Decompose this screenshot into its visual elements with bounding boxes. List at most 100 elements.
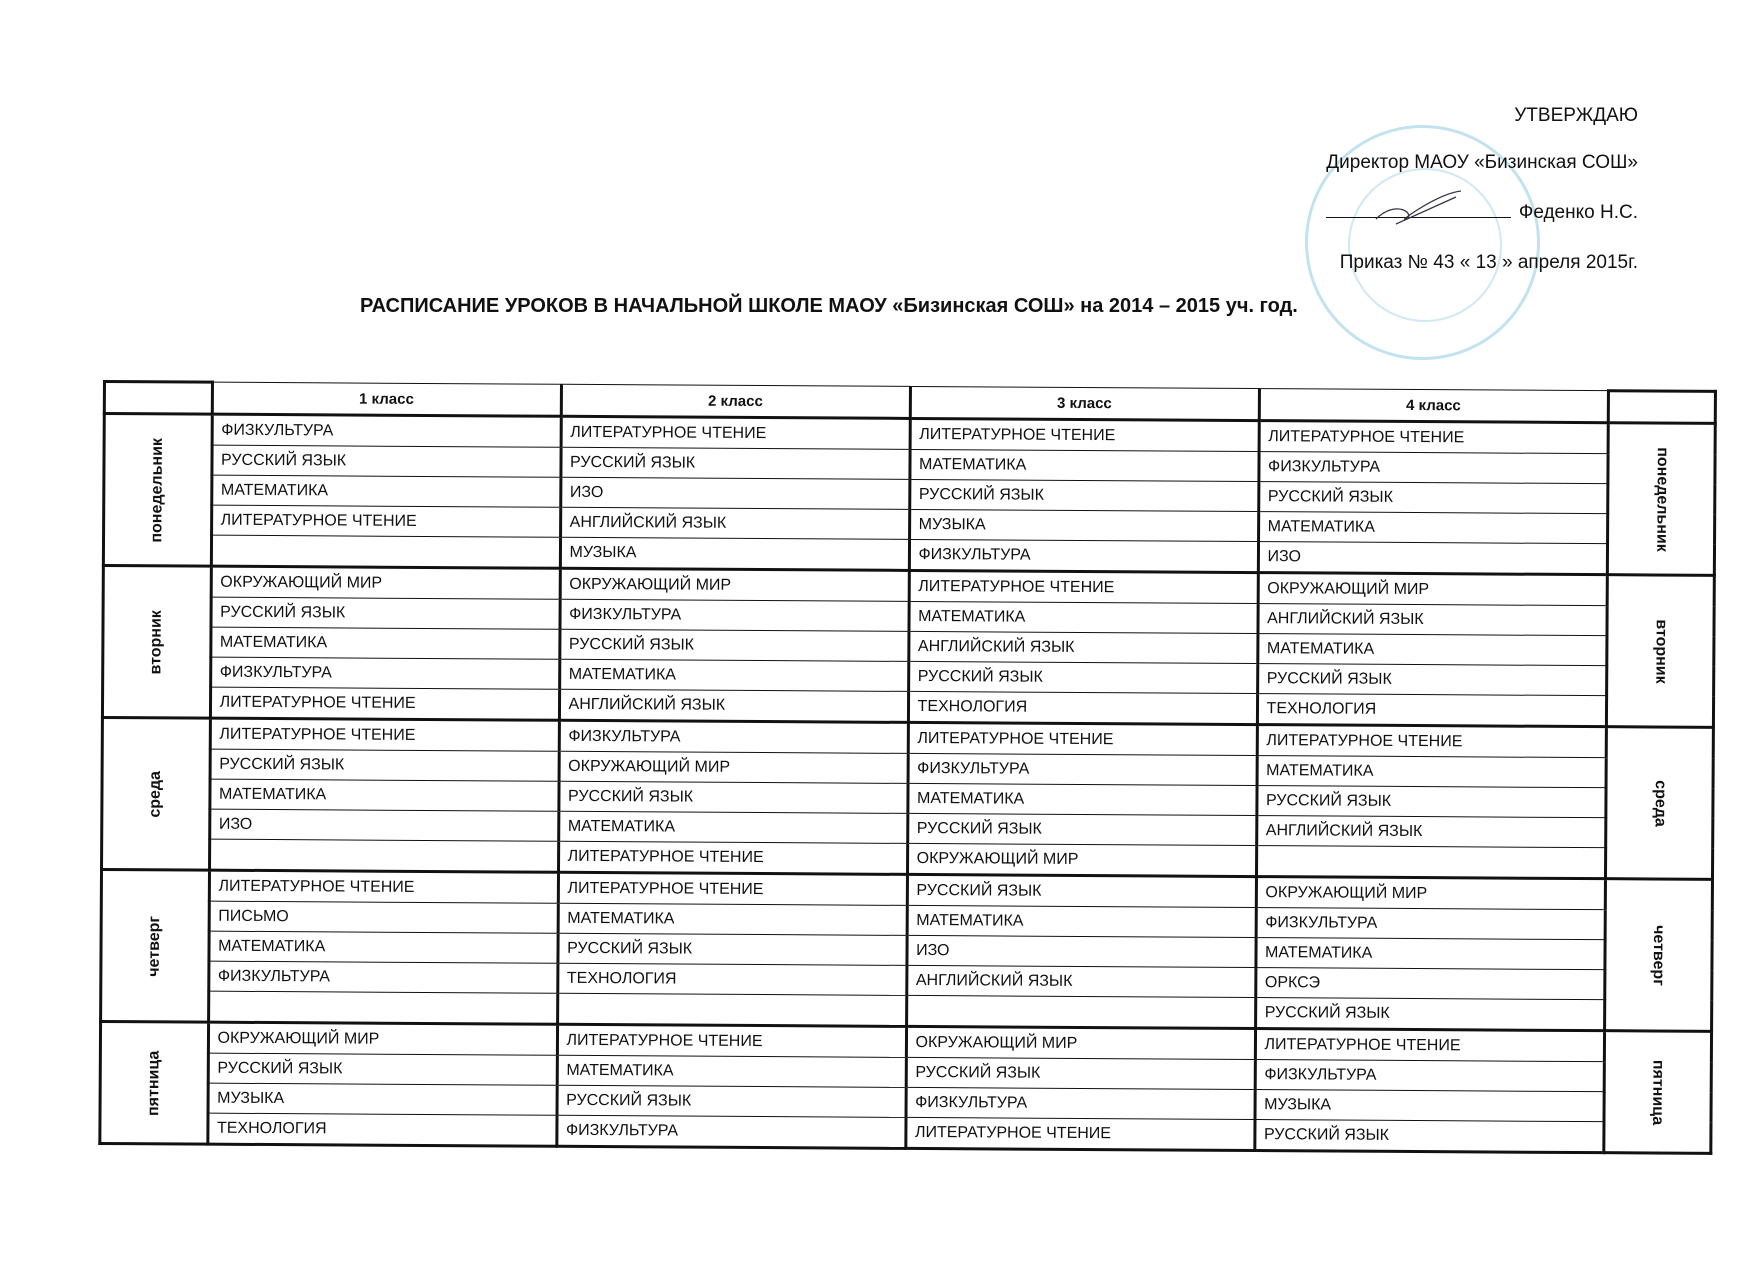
lesson-cell: ФИЗКУЛЬТУРА [1254, 1059, 1604, 1092]
lesson-cell: РУССКИЙ ЯЗЫК [559, 629, 909, 662]
lesson-cell: ЛИТЕРАТУРНОЕ ЧТЕНИЕ [557, 872, 908, 906]
lesson-cell: ЛИТЕРАТУРНОЕ ЧТЕНИЕ [209, 687, 560, 721]
day-label-left: вторник [102, 565, 211, 719]
lesson-cell: МАТЕМАТИКА [908, 601, 1258, 634]
lesson-cell: ОКРУЖАЮЩИЙ МИР [558, 751, 908, 784]
lesson-cell: РУССКИЙ ЯЗЫК [908, 661, 1258, 694]
lesson-cell: МАТЕМАТИКА [210, 627, 560, 660]
lesson-cell: МУЗЫКА [207, 1083, 557, 1116]
lesson-cell: ЛИТЕРАТУРНОЕ ЧТЕНИЕ [907, 722, 1257, 756]
day-label-left: среда [101, 717, 210, 871]
lesson-cell: ИЗО [209, 809, 559, 842]
lesson-cell: РУССКИЙ ЯЗЫК [907, 813, 1257, 846]
lesson-cell: ЛИТЕРАТУРНОЕ ЧТЕНИЕ [208, 870, 559, 904]
lesson-cell: ЛИТЕРАТУРНОЕ ЧТЕНИЕ [211, 505, 561, 538]
day-label-left: понедельник [103, 413, 212, 567]
class-header: 1 класс [211, 382, 562, 417]
lesson-cell: МАТЕМАТИКА [211, 475, 561, 508]
lesson-cell: АНГЛИЙСКИЙ ЯЗЫК [1257, 603, 1607, 636]
day-name: среда [146, 770, 164, 818]
lesson-cell: МУЗЫКА [909, 509, 1259, 542]
day-name: вторник [1652, 618, 1670, 684]
day-label-right: вторник [1605, 574, 1715, 728]
lesson-cell: РУССКИЙ ЯЗЫК [1254, 1119, 1604, 1153]
lesson-cell: МУЗЫКА [1254, 1089, 1604, 1122]
lesson-cell: МАТЕМАТИКА [1258, 511, 1608, 544]
lesson-cell: РУССКИЙ ЯЗЫК [556, 1085, 906, 1118]
day-label-right: четверг [1604, 878, 1713, 1032]
corner-cell-right [1607, 390, 1716, 424]
lesson-cell: МАТЕМАТИКА [556, 1055, 906, 1088]
class-header: 3 класс [909, 386, 1260, 421]
lesson-cell [1256, 845, 1606, 879]
lesson-cell: ЛИТЕРАТУРНОЕ ЧТЕНИЕ [556, 1024, 907, 1058]
day-label-right: понедельник [1606, 422, 1716, 576]
lesson-cell [208, 991, 558, 1025]
lesson-cell: АНГЛИЙСКИЙ ЯЗЫК [906, 965, 1256, 998]
lesson-cell: ИЗО [906, 935, 1256, 968]
document-title: РАСПИСАНИЕ УРОКОВ В НАЧАЛЬНОЙ ШКОЛЕ МАОУ… [360, 295, 1298, 317]
lesson-cell [906, 995, 1256, 1029]
lesson-cell: РУССКИЙ ЯЗЫК [1255, 997, 1605, 1031]
day-name: понедельник [1652, 446, 1671, 552]
lesson-cell: ЛИТЕРАТУРНОЕ ЧТЕНИЕ [1254, 1028, 1605, 1062]
lesson-cell: РУССКИЙ ЯЗЫК [210, 597, 560, 630]
lesson-cell: РУССКИЙ ЯЗЫК [1257, 663, 1607, 696]
lesson-cell: ФИЗКУЛЬТУРА [559, 599, 909, 632]
lesson-cell: МАТЕМАТИКА [1255, 937, 1605, 970]
day-name: четверг [145, 915, 164, 977]
lesson-cell: МАТЕМАТИКА [907, 783, 1257, 816]
lesson-cell: ЛИТЕРАТУРНОЕ ЧТЕНИЕ [909, 418, 1259, 452]
lesson-cell: РУССКИЙ ЯЗЫК [211, 445, 561, 478]
lesson-cell: ФИЗКУЛЬТУРА [905, 1087, 1255, 1120]
lesson-cell: РУССКИЙ ЯЗЫК [557, 933, 907, 966]
lesson-cell: ОКРУЖАЮЩИЙ МИР [559, 568, 909, 602]
director-name: Феденко Н.С. [1518, 202, 1638, 223]
lesson-cell: МАТЕМАТИКА [906, 905, 1256, 938]
lesson-cell: АНГЛИЙСКИЙ ЯЗЫК [558, 689, 909, 723]
lesson-cell: ОКРУЖАЮЩИЙ МИР [210, 566, 560, 600]
lesson-cell: РУССКИЙ ЯЗЫК [906, 874, 1257, 908]
lesson-cell: ЛИТЕРАТУРНОЕ ЧТЕНИЕ [1256, 724, 1606, 758]
lesson-cell: ОКРУЖАЮЩИЙ МИР [1255, 876, 1606, 910]
lesson-cell [210, 535, 561, 569]
signature-line: Феденко Н.С. [1325, 190, 1638, 225]
lesson-cell: ЛИТЕРАТУРНОЕ ЧТЕНИЕ [209, 718, 559, 752]
lesson-cell: МАТЕМАТИКА [909, 449, 1259, 482]
lesson-cell: МАТЕМАТИКА [1257, 633, 1607, 666]
day-name: понедельник [148, 437, 166, 543]
lesson-cell: ФИЗКУЛЬТУРА [210, 657, 560, 690]
director-line: Директор МАОУ «Бизинская СОШ» [1326, 152, 1638, 173]
lesson-cell: МАТЕМАТИКА [1256, 755, 1606, 788]
day-label-left: четверг [100, 869, 210, 1023]
lesson-cell: МАТЕМАТИКА [209, 779, 559, 812]
lesson-cell: ИЗО [1257, 541, 1608, 575]
lesson-cell: ФИЗКУЛЬТУРА [558, 720, 908, 754]
lesson-cell: ФИЗКУЛЬТУРА [907, 753, 1257, 786]
lesson-cell: ФИЗКУЛЬТУРА [211, 414, 561, 448]
lesson-cell: РУССКИЙ ЯЗЫК [209, 749, 559, 782]
lesson-cell: АНГЛИЙСКИЙ ЯЗЫК [1256, 815, 1606, 848]
lesson-cell: ЛИТЕРАТУРНОЕ ЧТЕНИЕ [560, 416, 910, 450]
corner-cell [104, 381, 213, 415]
lesson-cell: ТЕХНОЛОГИЯ [557, 963, 907, 996]
day-name: пятница [144, 1050, 163, 1116]
schedule-table: 1 класс 2 класс 3 класс 4 класс понедельник… [98, 380, 1717, 1155]
lesson-cell [209, 839, 559, 873]
lesson-cell: ОКРУЖАЮЩИЙ МИР [1257, 572, 1607, 606]
lesson-cell: ОКРУЖАЮЩИЙ МИР [907, 843, 1257, 877]
class-header: 2 класс [560, 384, 911, 419]
day-label-right: пятница [1603, 1030, 1712, 1154]
lesson-cell: ЛИТЕРАТУРНОЕ ЧТЕНИЕ [908, 570, 1258, 604]
lesson-cell: ТЕХНОЛОГИЯ [207, 1113, 557, 1147]
order-line: Приказ № 43 « 13 » апреля 2015г. [1339, 252, 1638, 273]
lesson-cell: МАТЕМАТИКА [559, 659, 909, 692]
approve-heading: УТВЕРЖДАЮ [1514, 105, 1638, 126]
lesson-cell [557, 993, 907, 1027]
lesson-cell: ЛИТЕРАТУРНОЕ ЧТЕНИЕ [1258, 420, 1608, 454]
lesson-cell: РУССКИЙ ЯЗЫК [560, 447, 910, 480]
lesson-cell: ОКРУЖАЮЩИЙ МИР [905, 1026, 1256, 1060]
signature-underline [1325, 190, 1511, 225]
lesson-cell: АНГЛИЙСКИЙ ЯЗЫК [560, 507, 910, 540]
lesson-cell: РУССКИЙ ЯЗЫК [558, 781, 908, 814]
